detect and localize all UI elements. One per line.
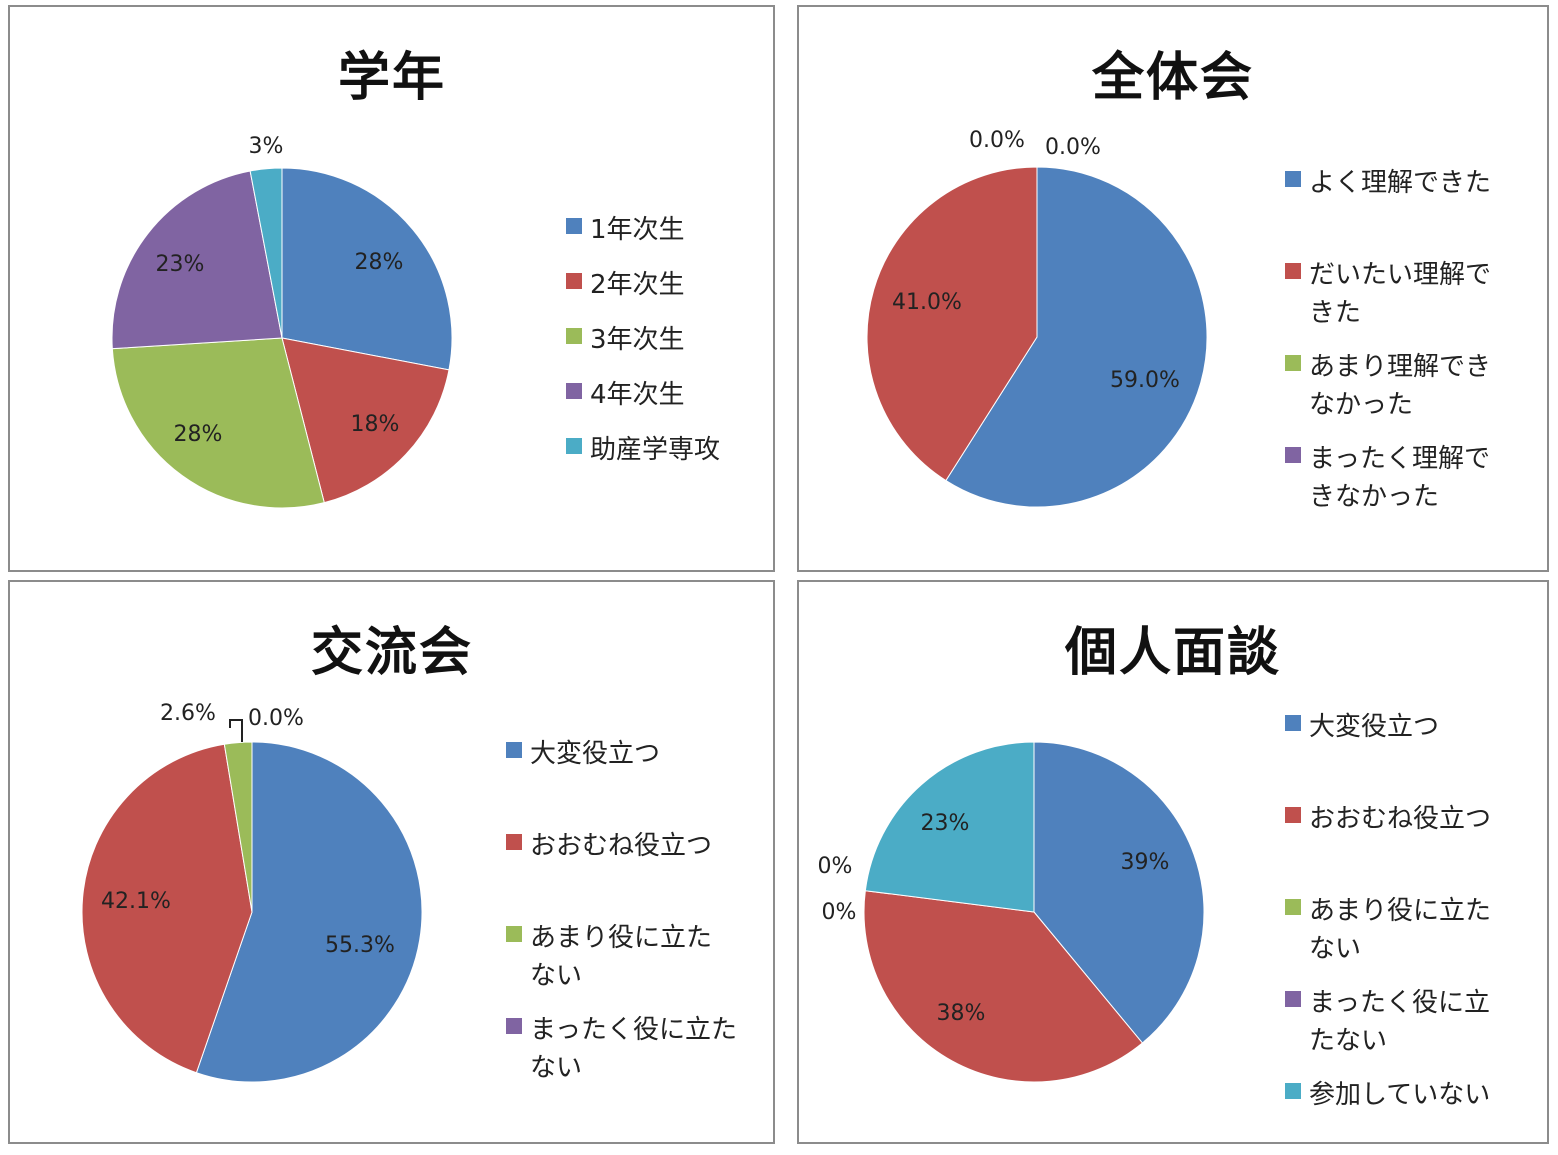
legend-label: 参加していない (1309, 1080, 1491, 1110)
chart-panel-individual-interview: 個人面談 39% 38% 0% 0% 23% 大変役立つおおむね役立つあまり役に立た ないま… (797, 580, 1549, 1144)
slice-data-label: 41.0% (892, 290, 962, 315)
slice-data-label: 55.3% (325, 933, 395, 958)
pie-slice (864, 741, 1035, 913)
pie-slice (945, 166, 1208, 508)
pie-slice (863, 890, 1144, 1083)
pie-slice (111, 170, 283, 350)
pie-slice (223, 741, 253, 913)
legend-item: あまり理解でき なかった (1285, 348, 1491, 424)
legend-label: あまり理解でき なかった (1309, 352, 1492, 420)
slice-data-label: 23% (921, 811, 970, 836)
legend-label: 大変役立つ (530, 739, 661, 769)
legend-item: 大変役立つ (1285, 708, 1439, 746)
legend-swatch (1285, 263, 1301, 279)
legend-swatch (566, 383, 582, 399)
legend-label: 4年次生 (590, 380, 685, 410)
legend-label: 3年次生 (590, 325, 685, 355)
pie-slice (249, 167, 283, 339)
pie-chart: 55.3% 42.1% 2.6% 0.0% (81, 701, 423, 1083)
legend-item: だいたい理解で きた (1285, 256, 1491, 332)
legend-item: よく理解できた (1285, 164, 1491, 202)
legend-item: 大変役立つ (506, 735, 660, 773)
slice-data-label: 28% (174, 422, 223, 447)
legend-swatch (1285, 991, 1301, 1007)
legend-label: 1年次生 (590, 215, 685, 245)
legend-swatch (506, 1018, 522, 1034)
slice-data-label: 42.1% (101, 889, 171, 914)
legend-item: 4年次生 (566, 376, 685, 414)
legend-item: 1年次生 (566, 211, 685, 249)
slice-data-label: 2.6% (160, 701, 216, 726)
legend-item: あまり役に立た ない (506, 919, 712, 995)
pie-slice (281, 337, 450, 504)
pie-slice (866, 166, 1038, 482)
legend-item: 3年次生 (566, 321, 685, 359)
legend-label: まったく理解で きなかった (1309, 444, 1490, 512)
legend-label: だいたい理解で きた (1309, 260, 1492, 328)
legend-swatch (1285, 355, 1301, 371)
chart-title: 個人面談 (1064, 623, 1282, 683)
legend-swatch (566, 218, 582, 234)
slice-data-label: 0% (818, 854, 853, 879)
legend-item: おおむね役立つ (1285, 800, 1491, 838)
legend-item: 助産学専攻 (566, 431, 720, 469)
chart-panel-exchange-meeting: 交流会 55.3% 42.1% 2.6% 0.0% 大変役立つおおむね役立つあまり役に立た… (8, 580, 775, 1144)
slice-data-label: 18% (351, 412, 400, 437)
slice-data-label: 59.0% (1110, 368, 1180, 393)
legend-swatch (1285, 899, 1301, 915)
chart-title: 学年 (337, 48, 447, 108)
slice-data-label: 38% (937, 1001, 986, 1026)
legend-swatch (506, 834, 522, 850)
slice-data-label: 0.0% (248, 706, 304, 731)
pie-chart: 59.0% 41.0% 0.0% 0.0% (866, 128, 1208, 508)
pie-chart: 39% 38% 0% 0% 23% (818, 741, 1205, 1083)
legend-swatch (1285, 1083, 1301, 1099)
slice-data-label: 23% (156, 252, 205, 277)
legend-label: おおむね役立つ (530, 831, 713, 861)
legend-swatch (506, 926, 522, 942)
slice-data-label: 0.0% (969, 128, 1025, 153)
pie-slice (281, 167, 453, 371)
slice-data-label: 0.0% (1045, 135, 1101, 160)
legend-label: まったく役に立 たない (1309, 988, 1490, 1056)
slice-data-label: 0% (822, 900, 857, 925)
legend-label: あまり役に立た ない (1309, 896, 1492, 964)
legend-item: あまり役に立た ない (1285, 892, 1491, 968)
legend-label: よく理解できた (1309, 168, 1492, 198)
legend-item: まったく役に立た ない (506, 1011, 737, 1087)
legend-swatch (1285, 807, 1301, 823)
legend-swatch (1285, 447, 1301, 463)
legend-swatch (1285, 171, 1301, 187)
legend-item: おおむね役立つ (506, 827, 712, 865)
pie-slice (195, 741, 423, 1083)
leader-line (229, 719, 243, 742)
chart-title: 交流会 (310, 623, 474, 683)
legend-label: まったく役に立た ない (530, 1015, 737, 1083)
legend-swatch (566, 328, 582, 344)
legend-label: 大変役立つ (1309, 712, 1440, 742)
pie-slice (81, 743, 253, 1074)
pie-slice (111, 337, 325, 509)
legend-label: 助産学専攻 (590, 435, 721, 465)
pie-chart: 28% 18% 28% 23% 3% (111, 134, 453, 509)
legend-label: おおむね役立つ (1309, 804, 1492, 834)
legend-swatch (1285, 715, 1301, 731)
legend-item: 2年次生 (566, 266, 685, 304)
chart-panel-grade: 学年 28% 18% 28% 23% 3% 1年次生 2年次生 3年次生 4年次生助産学専攻 (8, 5, 775, 572)
legend-item: まったく役に立 たない (1285, 984, 1490, 1060)
legend-swatch (566, 273, 582, 289)
legend-label: あまり役に立た ない (530, 923, 713, 991)
legend-swatch (506, 742, 522, 758)
legend-item: 参加していない (1285, 1076, 1490, 1114)
legend-label: 2年次生 (590, 270, 685, 300)
legend-swatch (566, 438, 582, 454)
chart-panel-general-meeting: 全体会 59.0% 41.0% 0.0% 0.0% よく理解できただいたい理解で きた あま… (797, 5, 1549, 572)
slice-data-label: 3% (249, 134, 284, 159)
chart-title: 全体会 (1091, 48, 1255, 108)
slice-data-label: 39% (1121, 850, 1170, 875)
pie-slice (1033, 741, 1205, 1044)
legend-item: まったく理解で きなかった (1285, 440, 1490, 516)
slice-data-label: 28% (355, 250, 404, 275)
